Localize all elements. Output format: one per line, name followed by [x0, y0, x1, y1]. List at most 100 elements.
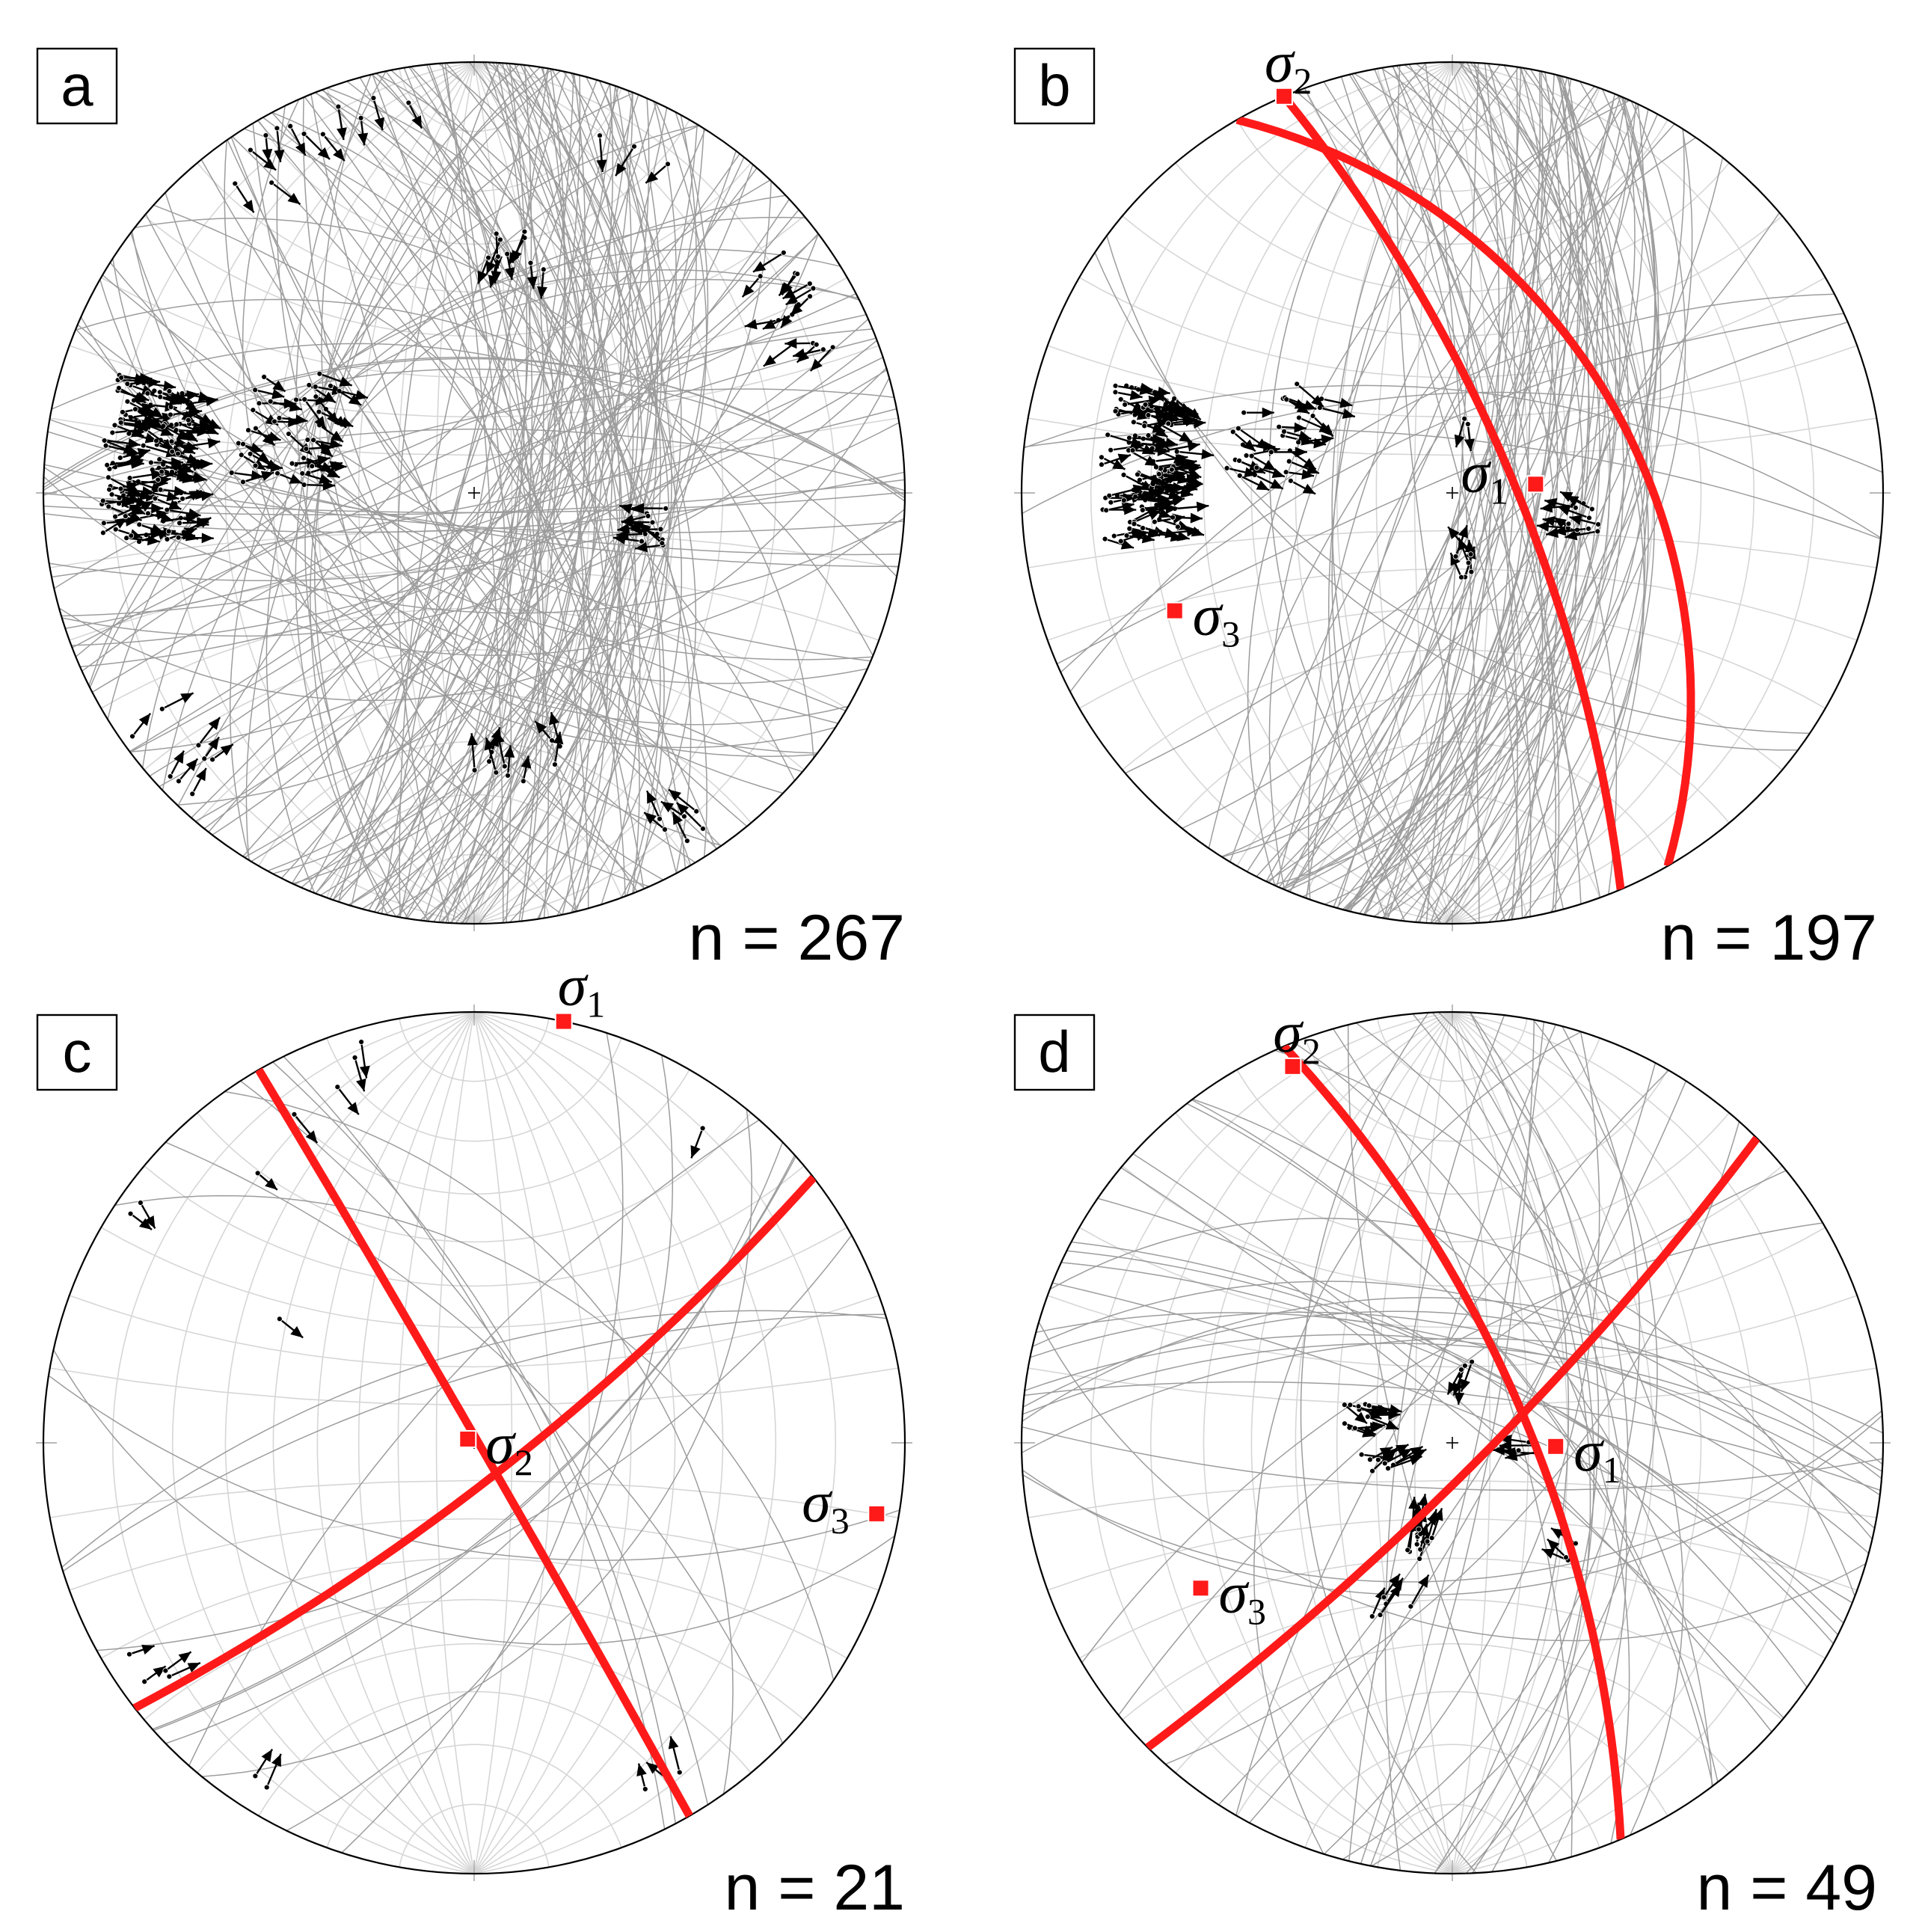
net-parallel: [1028, 1367, 1453, 1406]
fault-plane-trace: [149, 209, 799, 777]
slip-arrow: [304, 437, 343, 450]
slip-arrow: [106, 481, 139, 493]
net-axes: [1014, 55, 1891, 931]
fault-plane-trace: [314, 92, 665, 894]
slip-arrow: [152, 495, 182, 510]
slip-arrow: [268, 180, 301, 206]
net-parallel: [1452, 693, 1730, 824]
fault-plane-trace: [1097, 1197, 1808, 1688]
slip-arrow: [596, 132, 607, 173]
stress-axis-sigma2: σ2: [1273, 999, 1321, 1076]
slip-arrow: [1464, 421, 1476, 452]
fault-plane-trace: [58, 377, 890, 702]
slip-arrow: [175, 533, 214, 544]
slip-arrow: [160, 423, 190, 441]
slip-arrow: [137, 1200, 156, 1229]
fault-plane-trace: [257, 120, 692, 866]
panel-letter-box: d: [1013, 1013, 1096, 1091]
fault-plane-trace: [1191, 1099, 1714, 1786]
fault-plane-trace: [276, 105, 664, 881]
fault-plane-trace: [1283, 96, 1656, 890]
principal-plane-trace: [1145, 1135, 1760, 1751]
stress-axis-sigma2: σ2: [458, 1411, 533, 1483]
stereonet-panel-c: σ1 σ2 σ3 c n = 21: [36, 953, 912, 1924]
slip-arrow: [1417, 1523, 1429, 1553]
net-axes: [36, 55, 912, 931]
fault-plane-trace: [51, 408, 897, 578]
fault-plane-trace: [1415, 63, 1531, 923]
stress-axis-sigma3: σ3: [1191, 1560, 1266, 1632]
slip-arrow: [159, 692, 194, 712]
net-parallel: [473, 568, 879, 641]
fault-plane-trace: [390, 70, 636, 916]
slip-arrow: [643, 812, 668, 832]
fault-plane-trace: [1342, 1025, 1641, 1860]
slip-arrow: [1377, 1583, 1402, 1619]
stress-axis-label: σ3: [1219, 1560, 1266, 1632]
slip-arrow: [132, 406, 164, 430]
slip-arrow: [616, 529, 648, 540]
fault-plane-trace: [1032, 1281, 1873, 1540]
net-parallel: [1122, 215, 1453, 337]
net-parallel: [1452, 1690, 1668, 1817]
fault-plane-trace: [272, 111, 709, 874]
net-parallel: [1452, 1518, 1858, 1591]
slip-arrow: [358, 1039, 370, 1079]
net-parallel: [473, 215, 805, 337]
stress-axis-label: σ1: [558, 953, 605, 1025]
net-parallel: [326, 1744, 475, 1848]
net-parallel: [473, 1643, 752, 1773]
net-parallel: [473, 1598, 805, 1720]
fault-plane-trace: [245, 125, 700, 861]
net-parallel: [473, 693, 752, 824]
fault-plane-trace: [1360, 1022, 1545, 1865]
net-parallel: [1452, 162, 1730, 293]
slip-arrow: [1140, 525, 1178, 539]
slip-arrow: [1268, 447, 1307, 458]
fault-plane-trace: [177, 180, 771, 806]
fault-plane-trace: [1434, 1012, 1600, 1874]
net-parallel: [399, 1018, 475, 1082]
slip-arrow: [128, 528, 163, 539]
slip-arrow: [370, 95, 384, 131]
slip-arrow: [124, 377, 161, 388]
slip-arrow: [162, 1651, 192, 1674]
slip-arrow: [621, 512, 651, 525]
slip-arrow: [668, 788, 700, 815]
slip-arrow: [615, 143, 637, 177]
slip-arrow: [124, 398, 153, 416]
slip-arrow: [254, 1170, 278, 1191]
slip-arrow: [195, 717, 221, 749]
net-parallel: [1122, 1165, 1453, 1287]
slip-arrow: [405, 99, 423, 129]
net-axes: [1014, 1005, 1891, 1881]
slip-arrow: [1569, 515, 1601, 527]
slip-arrow: [1103, 501, 1134, 514]
slip-arrow: [1355, 1403, 1382, 1420]
fault-plane-trace: [1300, 1012, 1477, 1874]
fault-plane-trace: [1333, 79, 1572, 907]
fault-plane-trace: [1373, 69, 1630, 917]
slip-arrow: [141, 1665, 167, 1685]
fault-plane-trace: [61, 369, 888, 617]
fault-plane-trace: [1286, 94, 1659, 892]
fault-plane-trace: [65, 357, 884, 630]
slip-arrow: [1117, 530, 1149, 545]
fault-plane-trace: [327, 87, 697, 898]
fault-plane-trace: [1229, 123, 1675, 862]
slip-arrow: [809, 344, 836, 372]
primitive-circle: [42, 1011, 906, 1875]
fault-plane-trace: [1331, 64, 1501, 921]
slip-arrow: [293, 395, 328, 406]
net-parallel: [1377, 1018, 1453, 1082]
slip-arrow: [351, 1055, 366, 1092]
slip-arrow: [1557, 506, 1592, 521]
fault-plane-trace: [99, 279, 849, 726]
slip-arrow: [299, 470, 333, 484]
stress-axis-sigma3: σ3: [1165, 583, 1240, 655]
fault-plane-trace: [272, 1061, 677, 1824]
net-parallel: [1452, 417, 1877, 456]
panel-letter: d: [1038, 1019, 1070, 1085]
slip-arrow: [467, 733, 478, 773]
fault-plane-trace: [153, 204, 796, 782]
